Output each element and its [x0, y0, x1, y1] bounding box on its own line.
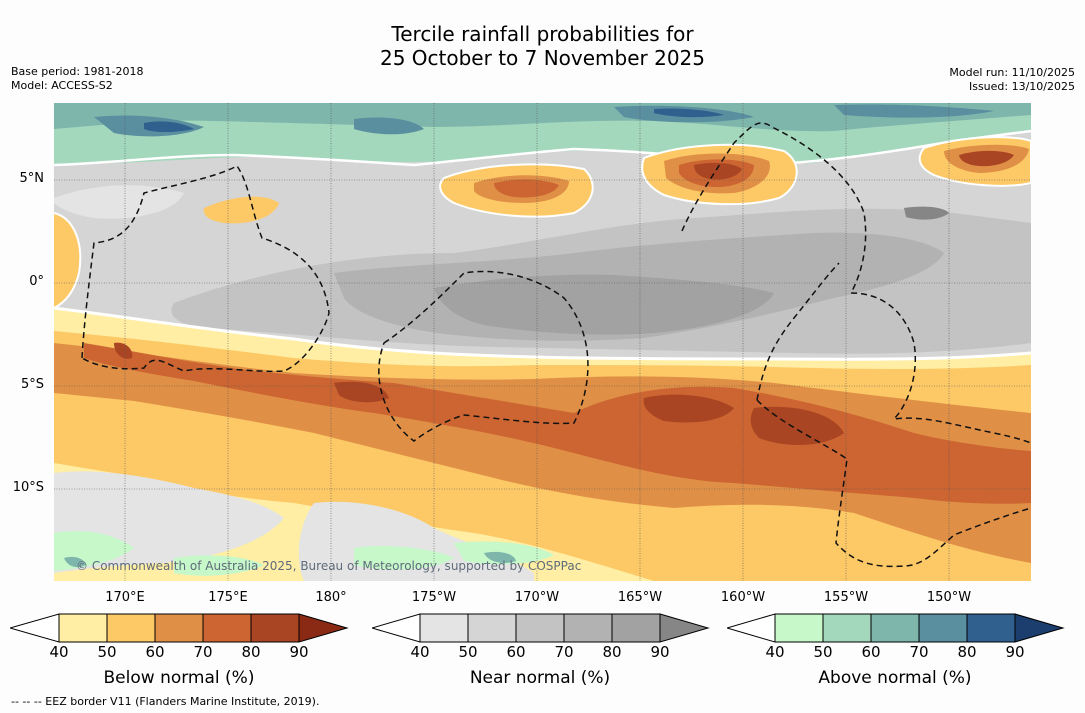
colorbar-above-segment	[870, 613, 920, 643]
colorbar-above-label: Above normal (%)	[818, 668, 972, 688]
issued-date: Issued: 13/10/2025	[968, 80, 1075, 93]
tick: 50	[97, 643, 117, 661]
above-normal-north-darkest	[144, 108, 724, 132]
colorbar-below-segment	[154, 613, 204, 643]
colorbar-near-segment	[419, 613, 469, 643]
colorbar-near-label: Near normal (%)	[469, 668, 611, 688]
tick: 50	[813, 643, 833, 661]
colorbar-below-segment	[58, 613, 108, 643]
eez-legend-footer: -- -- -- EEZ border V11 (Flanders Marine…	[11, 695, 320, 708]
near-normal-central-darkest	[904, 206, 949, 220]
copyright-overlay: © Commonwealth of Australia 2025, Bureau…	[76, 559, 581, 573]
model-run: Model run: 11/10/2025	[949, 66, 1075, 79]
below-normal-south-strong	[114, 342, 844, 445]
tick: 70	[554, 643, 574, 661]
below-normal-blob-150w-core	[959, 150, 1014, 167]
eez-border-tuvalu	[378, 270, 589, 442]
tick: 70	[909, 643, 929, 661]
rainfall-probability-map: © Commonwealth of Australia 2025, Bureau…	[54, 103, 1031, 581]
colorbar-below-label: Below normal (%)	[103, 668, 255, 688]
graticule	[54, 103, 1031, 581]
colorbar-below-extend-high	[298, 613, 349, 643]
colorbar-below-segment	[202, 613, 252, 643]
colorbar-above-extend-high	[1014, 613, 1065, 643]
colorbar-near-segment	[611, 613, 661, 643]
tick: 80	[602, 643, 622, 661]
meta-right: Model run: 11/10/2025 Issued: 13/10/2025	[949, 66, 1075, 94]
eez-borders	[81, 122, 1031, 568]
tick: 40	[410, 643, 430, 661]
lat-label-5n: 5°N	[19, 171, 45, 186]
title-line-2: 25 October to 7 November 2025	[379, 46, 706, 70]
tick: 80	[241, 643, 261, 661]
tick: 80	[957, 643, 977, 661]
above-normal-north-core	[54, 103, 1031, 132]
below-normal-blob-175e	[203, 196, 279, 224]
tick: 70	[193, 643, 213, 661]
colorbar-below-extend-low	[10, 613, 60, 643]
eez-border-cook	[756, 399, 1031, 568]
above-normal-north-strong	[94, 104, 994, 137]
colorbar-near-segment	[515, 613, 565, 643]
colorbar-near-extend-low	[372, 613, 421, 643]
lon-label-160w: 160°W	[720, 590, 766, 605]
eez-border-kiribati-gilbert	[81, 165, 330, 373]
below-normal-blob-165w-strong	[694, 162, 742, 180]
tick: 60	[145, 643, 165, 661]
colorbar-above-normal	[727, 613, 1065, 643]
tick: 60	[861, 643, 881, 661]
tick: 40	[765, 643, 785, 661]
colorbar-above-segment	[774, 613, 824, 643]
lon-label-170w: 170°W	[514, 590, 560, 605]
lon-label-180: 180°	[315, 590, 347, 605]
colorbar-below-segment	[250, 613, 300, 643]
eez-border-phoenix	[756, 262, 840, 401]
lat-label-5s: 5°S	[20, 377, 44, 392]
colorbar-above-extend-low	[727, 613, 776, 643]
tick: 50	[458, 643, 478, 661]
colorbar-below-segment	[106, 613, 156, 643]
colorbar-near-extend-high	[659, 613, 710, 643]
model-name: Model: ACCESS-S2	[11, 79, 113, 92]
colorbar-near-segment	[467, 613, 517, 643]
near-normal-central-strong	[434, 274, 774, 335]
meta-left: Base period: 1981-2018 Model: ACCESS-S2	[11, 65, 143, 93]
title-line-1: Tercile rainfall probabilities for	[391, 22, 694, 46]
colorbar-near-normal	[372, 613, 710, 643]
below-normal-blob-175w-core	[494, 179, 559, 198]
lon-label-170e: 170°E	[105, 590, 145, 605]
colorbar-below-normal	[10, 613, 349, 643]
lat-label-0: 0°	[29, 274, 44, 289]
below-normal-west-edge	[54, 213, 81, 308]
lon-label-175e: 175°E	[208, 590, 248, 605]
lon-label-155w: 155°W	[823, 590, 869, 605]
lon-label-175w: 175°W	[411, 590, 457, 605]
tick: 90	[289, 643, 309, 661]
tick: 40	[49, 643, 69, 661]
tick: 60	[506, 643, 526, 661]
lat-label-10s: 10°S	[12, 480, 44, 495]
colorbar-near-segment	[563, 613, 613, 643]
colorbar-above-segment	[918, 613, 968, 643]
above-normal-south-patch	[54, 531, 554, 576]
lon-label-165w: 165°W	[617, 590, 663, 605]
colorbar-above-segment	[822, 613, 872, 643]
tick: 90	[650, 643, 670, 661]
colorbar-above-segment	[966, 613, 1016, 643]
base-period: Base period: 1981-2018	[11, 65, 144, 78]
tick: 90	[1005, 643, 1025, 661]
lon-label-150w: 150°W	[926, 590, 972, 605]
